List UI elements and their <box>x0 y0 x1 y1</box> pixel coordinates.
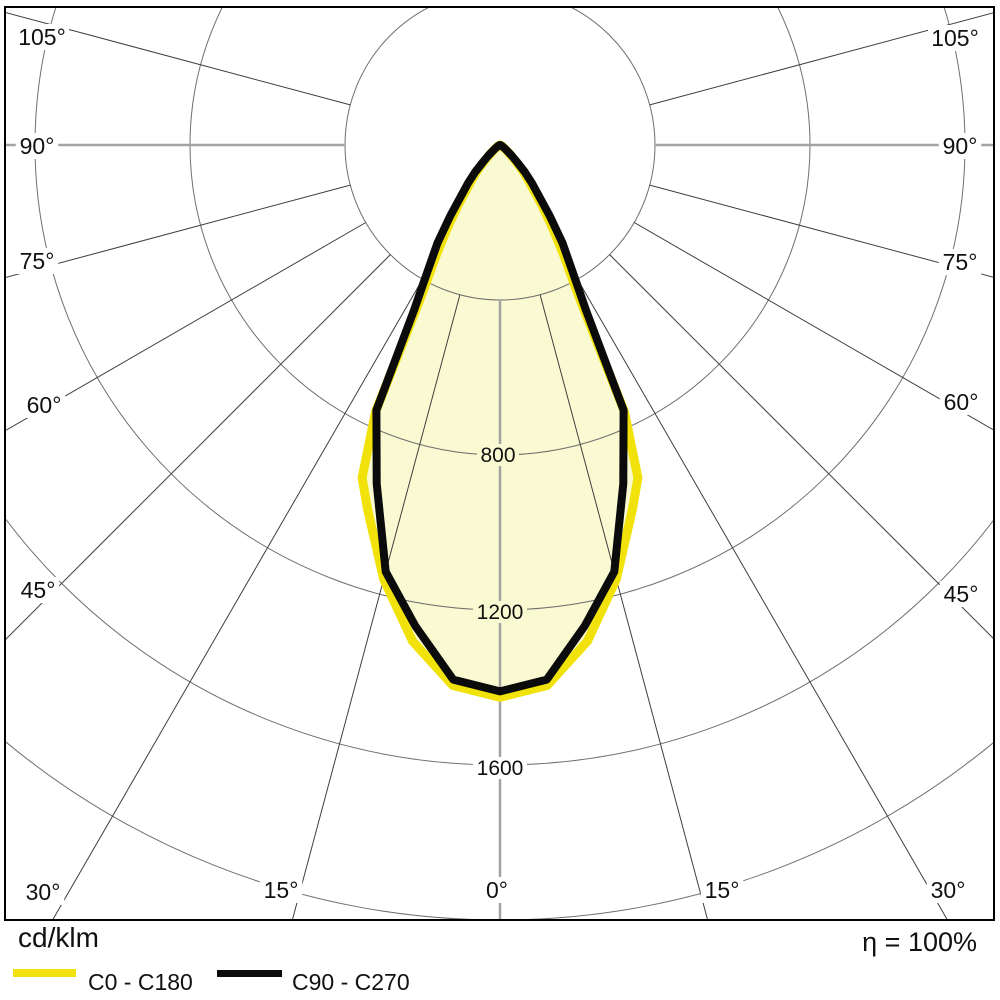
angle-label: 90° <box>20 133 55 159</box>
angle-label-bg <box>939 581 983 607</box>
ring-label: 1200 <box>477 601 524 624</box>
ring-labels: 800 1200 1600 <box>473 444 527 780</box>
angle-label-bg <box>700 877 744 903</box>
grid-radial <box>577 278 949 920</box>
grid-radial <box>649 12 994 106</box>
efficiency-label: η = 100% <box>862 927 977 957</box>
grid-radial <box>609 254 994 640</box>
grid-radial <box>539 294 709 920</box>
angle-label-bg <box>15 248 59 274</box>
ring-label: 800 <box>480 444 515 467</box>
grid-radial <box>633 222 994 431</box>
angle-label: 105° <box>931 25 979 51</box>
ring-label-bg <box>473 601 527 623</box>
grid-radial <box>51 278 423 920</box>
grid-radial <box>5 184 351 279</box>
angle-label: 45° <box>21 577 56 603</box>
angle-label-bg <box>259 877 303 903</box>
angle-label-bg <box>21 879 65 905</box>
ring-label-bg <box>477 444 519 466</box>
grid-radial <box>5 222 367 432</box>
grid-radial <box>291 294 461 920</box>
angle-label-bg <box>938 249 982 275</box>
angle-label-bg <box>938 133 982 159</box>
angle-label: 15° <box>705 877 740 903</box>
angle-label: 75° <box>943 249 978 275</box>
grid-radial <box>5 254 391 641</box>
angle-label-bg <box>15 24 69 50</box>
legend-label-c0-c180: C0 - C180 <box>88 969 193 995</box>
angle-label: 60° <box>27 392 62 418</box>
grid-radial <box>5 11 351 106</box>
units-label: cd/klm <box>18 922 99 953</box>
angle-label-bg <box>15 133 59 159</box>
ring-label-bg <box>473 757 527 779</box>
angle-label-bg <box>926 877 970 903</box>
grid-radial <box>649 184 994 278</box>
angle-label: 60° <box>944 389 979 415</box>
legend-swatch-c90-c270 <box>217 970 282 977</box>
angle-label: 0° <box>486 877 508 903</box>
angle-label-bg <box>22 392 66 418</box>
legend-swatch-c0-c180 <box>13 969 76 977</box>
curve-c90-c270 <box>372 141 628 696</box>
angle-label: 30° <box>26 879 61 905</box>
angle-label-bg <box>481 877 513 903</box>
angle-label-bg <box>939 389 983 415</box>
angle-label: 75° <box>20 248 55 274</box>
angle-label: 105° <box>18 24 66 50</box>
angle-label-bg <box>16 577 60 603</box>
legend-label-c90-c270: C90 - C270 <box>292 969 410 995</box>
angle-label: 45° <box>944 581 979 607</box>
angle-labels: 105° 90° 75° 60° 45° 30° 15° 0° 15° 30° 45° 60° 75° 9… <box>15 24 983 905</box>
angle-label: 90° <box>943 133 978 159</box>
angle-label: 30° <box>931 877 966 903</box>
plot-border <box>4 6 995 921</box>
angle-label-bg <box>928 25 982 51</box>
angle-label: 15° <box>264 877 299 903</box>
ring-label: 1600 <box>477 757 524 780</box>
